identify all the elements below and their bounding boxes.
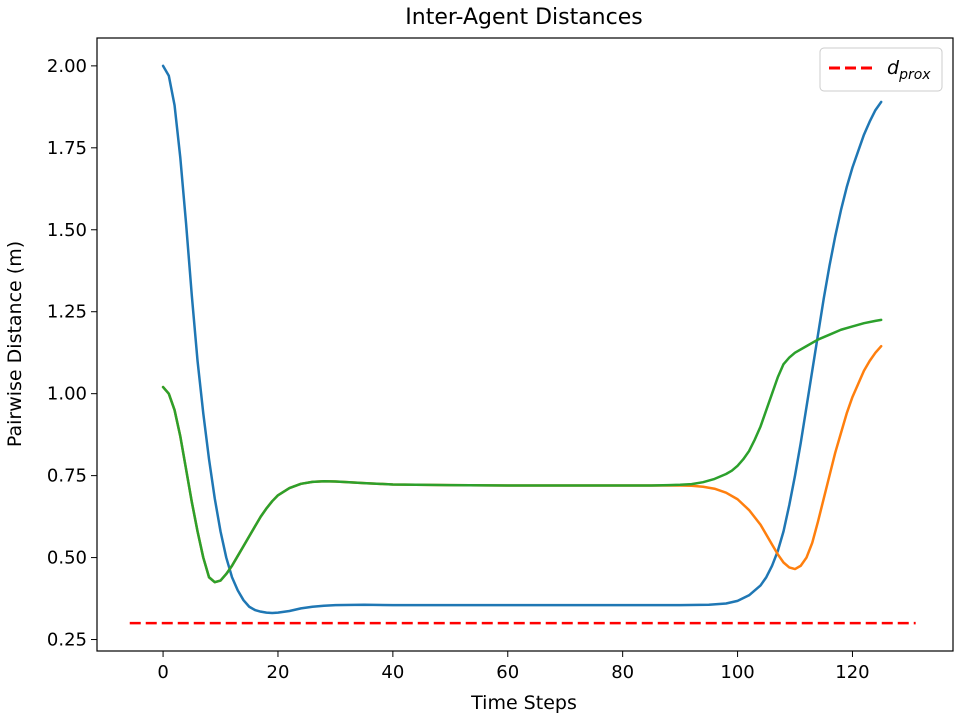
legend: dprox — [819, 47, 943, 92]
y-tick-label: 1.25 — [47, 302, 87, 323]
y-tick-label: 0.25 — [47, 630, 87, 651]
x-tick-label: 40 — [381, 662, 404, 683]
y-tick-label: 2.00 — [47, 56, 87, 77]
series-line-2 — [161, 344, 883, 584]
series-line-1 — [161, 64, 883, 615]
x-tick-label: 100 — [720, 662, 754, 683]
y-tick-label: 0.50 — [47, 548, 87, 569]
y-tick-label: 1.50 — [47, 220, 87, 241]
x-tick-label: 120 — [835, 662, 869, 683]
y-axis-label: Pairwise Distance (m) — [4, 241, 26, 447]
x-tick-label: 20 — [267, 662, 290, 683]
y-tick-label: 0.75 — [47, 466, 87, 487]
y-tick-label: 1.00 — [47, 384, 87, 405]
y-tick-label: 1.75 — [47, 138, 87, 159]
x-axis-label: Time Steps — [470, 692, 577, 714]
plot-area: 0 20 40 60 80 100 120 0.25 0.50 0.75 1.00 1.25 1.50 1… — [47, 37, 954, 683]
legend-box — [819, 47, 943, 92]
x-tick-label: 0 — [157, 662, 168, 683]
axes-frame — [96, 37, 954, 652]
chart-title: Inter-Agent Distances — [405, 5, 642, 30]
x-tick-label: 60 — [496, 662, 519, 683]
legend-label: dprox — [887, 57, 931, 83]
series-line-3 — [161, 318, 883, 584]
x-tick-label: 80 — [611, 662, 634, 683]
